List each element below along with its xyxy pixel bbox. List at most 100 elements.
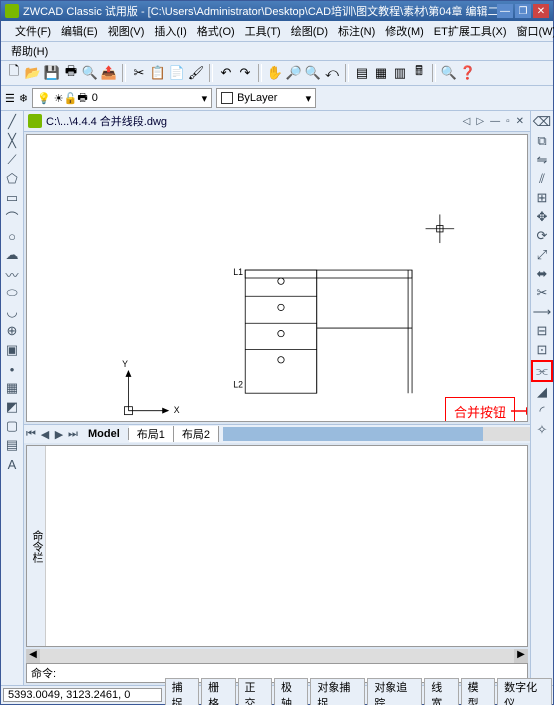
tab-layout1[interactable]: 布局1 (129, 426, 174, 442)
drawing-canvas[interactable]: L1 L2 X Y (26, 134, 528, 422)
layer-mgr-icon[interactable]: ☰ (5, 92, 15, 105)
chamfer-icon[interactable]: ◢ (531, 383, 553, 401)
help-icon[interactable]: ❓ (459, 64, 477, 82)
tab-next-icon[interactable]: ▶ (52, 428, 66, 441)
fillet-icon[interactable]: ◜ (531, 402, 553, 420)
restore-button[interactable]: ❐ (515, 4, 531, 18)
osnap-toggle[interactable]: 对象捕捉 (310, 678, 365, 705)
stretch-icon[interactable]: ⬌ (531, 265, 553, 283)
command-history[interactable] (46, 446, 527, 646)
print-icon[interactable]: 🖶 (62, 64, 80, 82)
scroll-right-icon[interactable]: ▶ (514, 649, 528, 663)
new-icon[interactable]: 🗋 (5, 64, 23, 82)
cmd-tab-label[interactable]: 命令栏 (27, 446, 46, 646)
tablet-toggle[interactable]: 数字化仪 (497, 678, 552, 705)
color-dropdown[interactable]: ByLayer ▾ (216, 88, 316, 108)
snap-toggle[interactable]: 捕捉 (165, 678, 199, 705)
doc-prev-icon[interactable]: ◁ (461, 116, 473, 127)
spline-icon[interactable]: 〰 (1, 265, 23, 283)
polygon-icon[interactable]: ⬠ (1, 170, 23, 188)
zoom-win-icon[interactable]: 🔍 (304, 64, 322, 82)
circle-icon[interactable]: ○ (1, 227, 23, 245)
polar-toggle[interactable]: 极轴 (274, 678, 308, 705)
scale-icon[interactable]: ⤢ (531, 246, 553, 264)
h-scrollbar[interactable] (223, 427, 530, 441)
menu-dimension[interactable]: 标注(N) (334, 21, 379, 41)
doc-next-icon[interactable]: ▷ (474, 116, 486, 127)
block-icon[interactable]: ▣ (1, 341, 23, 359)
break-icon[interactable]: ⊟ (531, 322, 553, 340)
search-icon[interactable]: 🔍 (440, 64, 458, 82)
trim-icon[interactable]: ✂ (531, 284, 553, 302)
doc-min-icon[interactable]: — (488, 116, 502, 127)
tab-prev-icon[interactable]: ◀ (38, 428, 52, 441)
mtext-icon[interactable]: A (1, 455, 23, 473)
layer-dropdown[interactable]: 💡 ☀ 🔓 🖶 0 ▾ (32, 88, 212, 108)
tp-icon[interactable]: ▥ (391, 64, 409, 82)
tab-layout2[interactable]: 布局2 (174, 426, 219, 442)
layer-state-icon[interactable]: ❄ (19, 92, 28, 105)
ellipse-icon[interactable]: ⬭ (1, 284, 23, 302)
region-icon[interactable]: ▢ (1, 417, 23, 435)
tab-model[interactable]: Model (80, 428, 129, 440)
cmd-hscroll[interactable]: ◀ ▶ (26, 649, 528, 663)
offset-icon[interactable]: ⫽ (531, 170, 553, 188)
insert-icon[interactable]: ⊕ (1, 322, 23, 340)
pan-icon[interactable]: ✋ (266, 64, 284, 82)
menu-insert[interactable]: 插入(I) (150, 21, 190, 41)
zoom-rt-icon[interactable]: 🔎 (285, 64, 303, 82)
extend-icon[interactable]: ⟶ (531, 303, 553, 321)
save-icon[interactable]: 💾 (43, 64, 61, 82)
publish-icon[interactable]: 📤 (100, 64, 118, 82)
copy2-icon[interactable]: ⧉ (531, 132, 553, 150)
otrack-toggle[interactable]: 对象追踪 (367, 678, 422, 705)
zoom-prev-icon[interactable]: ⤺ (323, 64, 341, 82)
explode-icon[interactable]: ✧ (531, 421, 553, 439)
table-icon[interactable]: ▤ (1, 436, 23, 454)
breakpt-icon[interactable]: ⊡ (531, 341, 553, 359)
menu-help[interactable]: 帮助(H) (5, 41, 54, 61)
menu-draw[interactable]: 绘图(D) (287, 21, 332, 41)
lwt-toggle[interactable]: 线宽 (424, 678, 458, 705)
mirror-icon[interactable]: ⇋ (531, 151, 553, 169)
menu-view[interactable]: 视图(V) (104, 21, 149, 41)
dc-icon[interactable]: ▦ (372, 64, 390, 82)
menu-edit[interactable]: 编辑(E) (57, 21, 102, 41)
ellipsearc-icon[interactable]: ◡ (1, 303, 23, 321)
doc-close-icon[interactable]: ✕ (514, 116, 526, 127)
close-button[interactable]: ✕ (533, 4, 549, 18)
point-icon[interactable]: • (1, 360, 23, 378)
hatch-icon[interactable]: ▦ (1, 379, 23, 397)
menu-modify[interactable]: 修改(M) (381, 21, 428, 41)
grid-toggle[interactable]: 栅格 (201, 678, 235, 705)
line-icon[interactable]: ╱ (1, 113, 23, 131)
copy-icon[interactable]: 📋 (149, 64, 167, 82)
doc-max-icon[interactable]: ▫ (504, 116, 512, 127)
model-toggle[interactable]: 模型 (461, 678, 495, 705)
array-icon[interactable]: ⊞ (531, 189, 553, 207)
move-icon[interactable]: ✥ (531, 208, 553, 226)
menu-format[interactable]: 格式(O) (193, 21, 239, 41)
open-icon[interactable]: 📂 (24, 64, 42, 82)
xline-icon[interactable]: ╳ (1, 132, 23, 150)
erase-icon[interactable]: ⌫ (531, 113, 553, 131)
paste-icon[interactable]: 📄 (168, 64, 186, 82)
calc-icon[interactable]: 🖩 (410, 64, 428, 82)
minimize-button[interactable]: — (497, 4, 513, 18)
revcloud-icon[interactable]: ☁ (1, 246, 23, 264)
scroll-track[interactable] (40, 649, 514, 663)
ortho-toggle[interactable]: 正交 (238, 678, 272, 705)
menu-tools[interactable]: 工具(T) (241, 21, 285, 41)
gradient-icon[interactable]: ◩ (1, 398, 23, 416)
rotate-icon[interactable]: ⟳ (531, 227, 553, 245)
menu-file[interactable]: 文件(F) (11, 21, 55, 41)
pline-icon[interactable]: ⟋ (1, 151, 23, 169)
match-icon[interactable]: 🖌 (187, 64, 205, 82)
join-icon[interactable]: ⫘ (531, 360, 553, 382)
menu-window[interactable]: 窗口(W) (513, 21, 554, 41)
scroll-left-icon[interactable]: ◀ (26, 649, 40, 663)
redo-icon[interactable]: ↷ (236, 64, 254, 82)
cut-icon[interactable]: ✂ (130, 64, 148, 82)
rect-icon[interactable]: ▭ (1, 189, 23, 207)
scroll-thumb[interactable] (223, 427, 483, 441)
